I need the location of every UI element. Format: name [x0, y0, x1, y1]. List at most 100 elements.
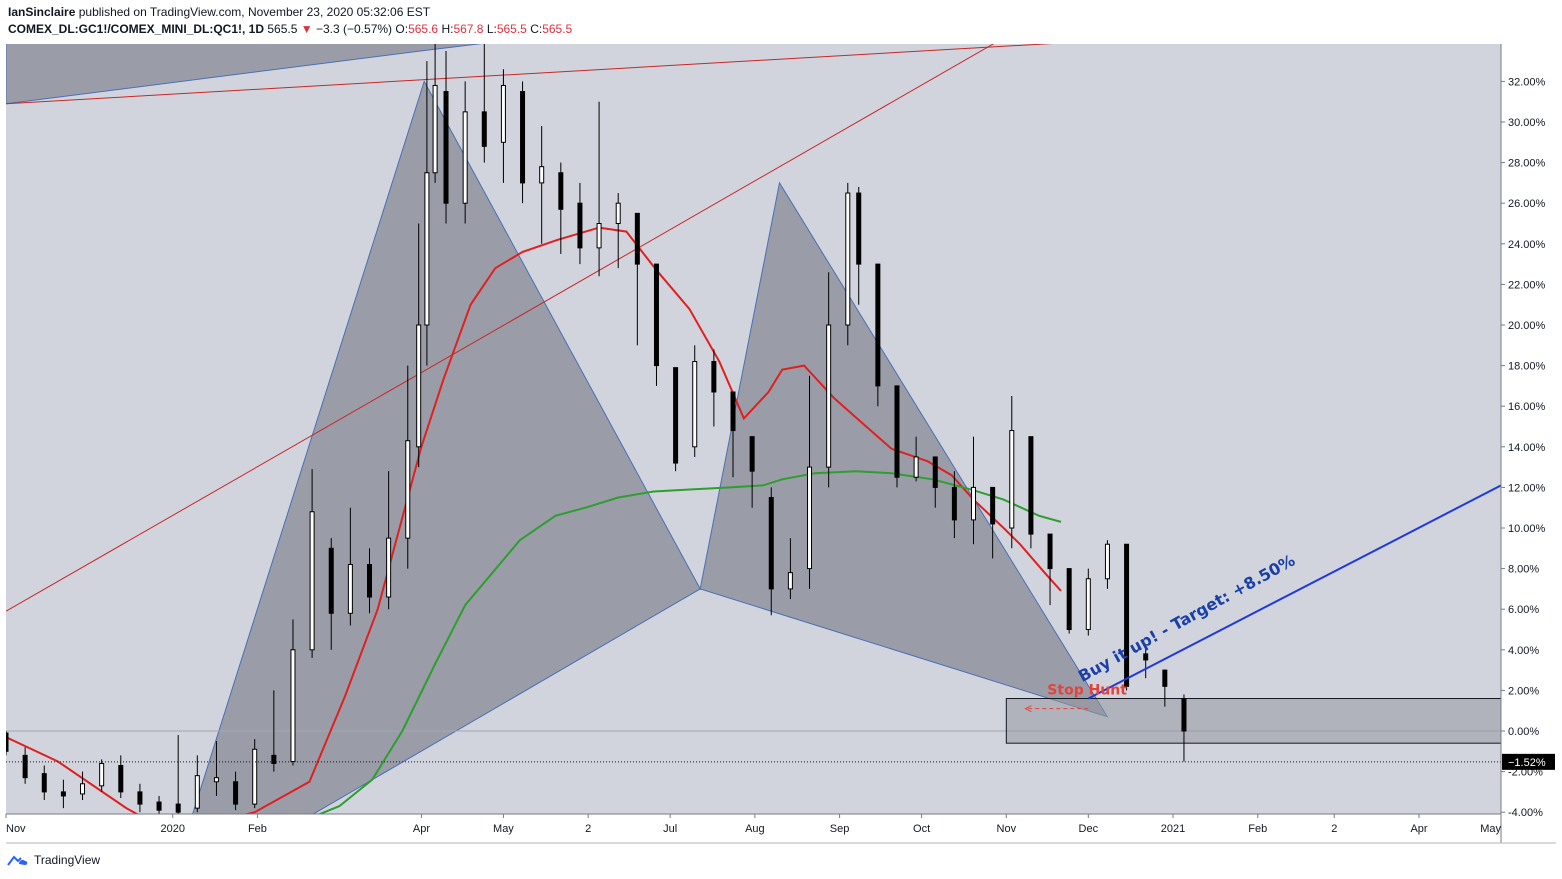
open-label: O: — [395, 22, 409, 36]
candle-body — [328, 547, 334, 614]
candle-body — [1066, 568, 1072, 630]
candle-body — [845, 192, 851, 326]
candle-body — [913, 456, 919, 478]
x-tick-label: 2 — [1331, 823, 1337, 835]
candle-body — [1047, 533, 1053, 570]
y-tick-label: 12.00% — [1508, 482, 1546, 494]
candle-body — [309, 511, 315, 651]
candle — [615, 193, 621, 269]
candle — [99, 759, 105, 792]
candle — [730, 391, 736, 478]
candle — [290, 619, 296, 766]
candle — [856, 186, 862, 305]
candle — [233, 771, 239, 811]
candle-body — [951, 486, 957, 521]
candle-body — [386, 537, 392, 598]
candle — [416, 223, 422, 468]
y-tick-label: 28.00% — [1508, 158, 1546, 170]
candle — [309, 469, 315, 658]
y-tick-label: 30.00% — [1508, 117, 1546, 129]
candle — [1066, 568, 1072, 634]
candle-body — [634, 212, 640, 265]
candle-body — [367, 564, 373, 598]
y-tick-label: 32.00% — [1508, 76, 1546, 88]
candle-body — [615, 202, 621, 224]
candle — [875, 263, 881, 407]
low-label: L: — [486, 22, 497, 36]
candle-body — [416, 324, 422, 448]
candle — [1162, 669, 1168, 707]
y-tick-label: 0.00% — [1508, 726, 1539, 738]
candle-body — [6, 732, 9, 752]
candle — [845, 182, 851, 346]
candle — [539, 126, 545, 244]
x-tick-label: Apr — [1410, 823, 1427, 835]
candle — [894, 385, 900, 488]
candle-body — [894, 385, 900, 478]
symbol-name[interactable]: COMEX_DL:GC1!/COMEX_MINI_DL:QC1!, 1D — [8, 22, 265, 36]
candle-body — [424, 172, 430, 326]
channel-line — [6, 44, 1053, 105]
y-tick-label: 22.00% — [1508, 279, 1546, 291]
price-change: −3.3 (−0.57%) — [315, 22, 393, 36]
y-tick-label: -4.00% — [1508, 807, 1543, 819]
last-value-label-bg — [1502, 753, 1555, 770]
x-tick-label: Nov — [6, 823, 26, 835]
candle — [22, 747, 28, 784]
candle-body — [252, 748, 258, 805]
candle — [432, 44, 438, 183]
candle — [826, 272, 832, 488]
author-name[interactable]: IanSinclaire — [8, 5, 76, 19]
candle — [990, 486, 996, 559]
candle — [971, 436, 977, 545]
candle-body — [990, 486, 996, 525]
candle-body — [520, 91, 526, 184]
candle-body — [118, 765, 124, 793]
candle — [520, 81, 526, 204]
candle — [596, 101, 602, 277]
candle-body — [711, 361, 717, 393]
candle — [271, 690, 277, 772]
candle-body — [932, 456, 938, 488]
candle — [577, 182, 583, 265]
candle — [424, 61, 430, 366]
y-tick-label: 26.00% — [1508, 198, 1546, 210]
candle — [252, 739, 258, 809]
candle-body — [60, 791, 66, 797]
candle-body — [596, 223, 602, 249]
high-value: 567.8 — [453, 22, 484, 36]
candle-body — [856, 192, 862, 265]
candle-body — [41, 773, 47, 793]
candle-body — [213, 777, 219, 783]
x-tick-label: Aug — [745, 823, 765, 835]
candle-body — [653, 263, 659, 367]
candle — [500, 69, 506, 183]
low-value: 565.5 — [496, 22, 527, 36]
candle-body — [22, 754, 28, 779]
y-tick-label: 10.00% — [1508, 523, 1546, 535]
x-tick-label: 2020 — [160, 823, 184, 835]
candle — [137, 783, 143, 813]
close-value: 565.5 — [542, 22, 573, 36]
candle — [749, 436, 755, 508]
candle-body — [692, 361, 698, 448]
candle-body — [1181, 698, 1187, 732]
candle-body — [290, 649, 296, 762]
y-tick-label: 4.00% — [1508, 645, 1539, 657]
candle-body — [768, 497, 774, 590]
candle-body — [826, 324, 832, 468]
ticker-line: COMEX_DL:GC1!/COMEX_MINI_DL:QC1!, 1D 565… — [8, 21, 572, 38]
x-tick-label: 2 — [585, 823, 591, 835]
brand-name: TradingView — [34, 853, 101, 867]
candle — [1104, 540, 1110, 589]
change-down-icon: ▼ — [300, 22, 313, 36]
footer-brand[interactable]: TradingView — [7, 850, 100, 870]
candle-body — [1143, 653, 1149, 661]
candle-body — [99, 762, 105, 787]
x-tick-label: Feb — [1248, 823, 1267, 835]
y-tick-label: 6.00% — [1508, 604, 1539, 616]
x-tick-label: Apr — [413, 823, 430, 835]
x-tick-label: Dec — [1079, 823, 1099, 835]
candle — [481, 44, 487, 163]
